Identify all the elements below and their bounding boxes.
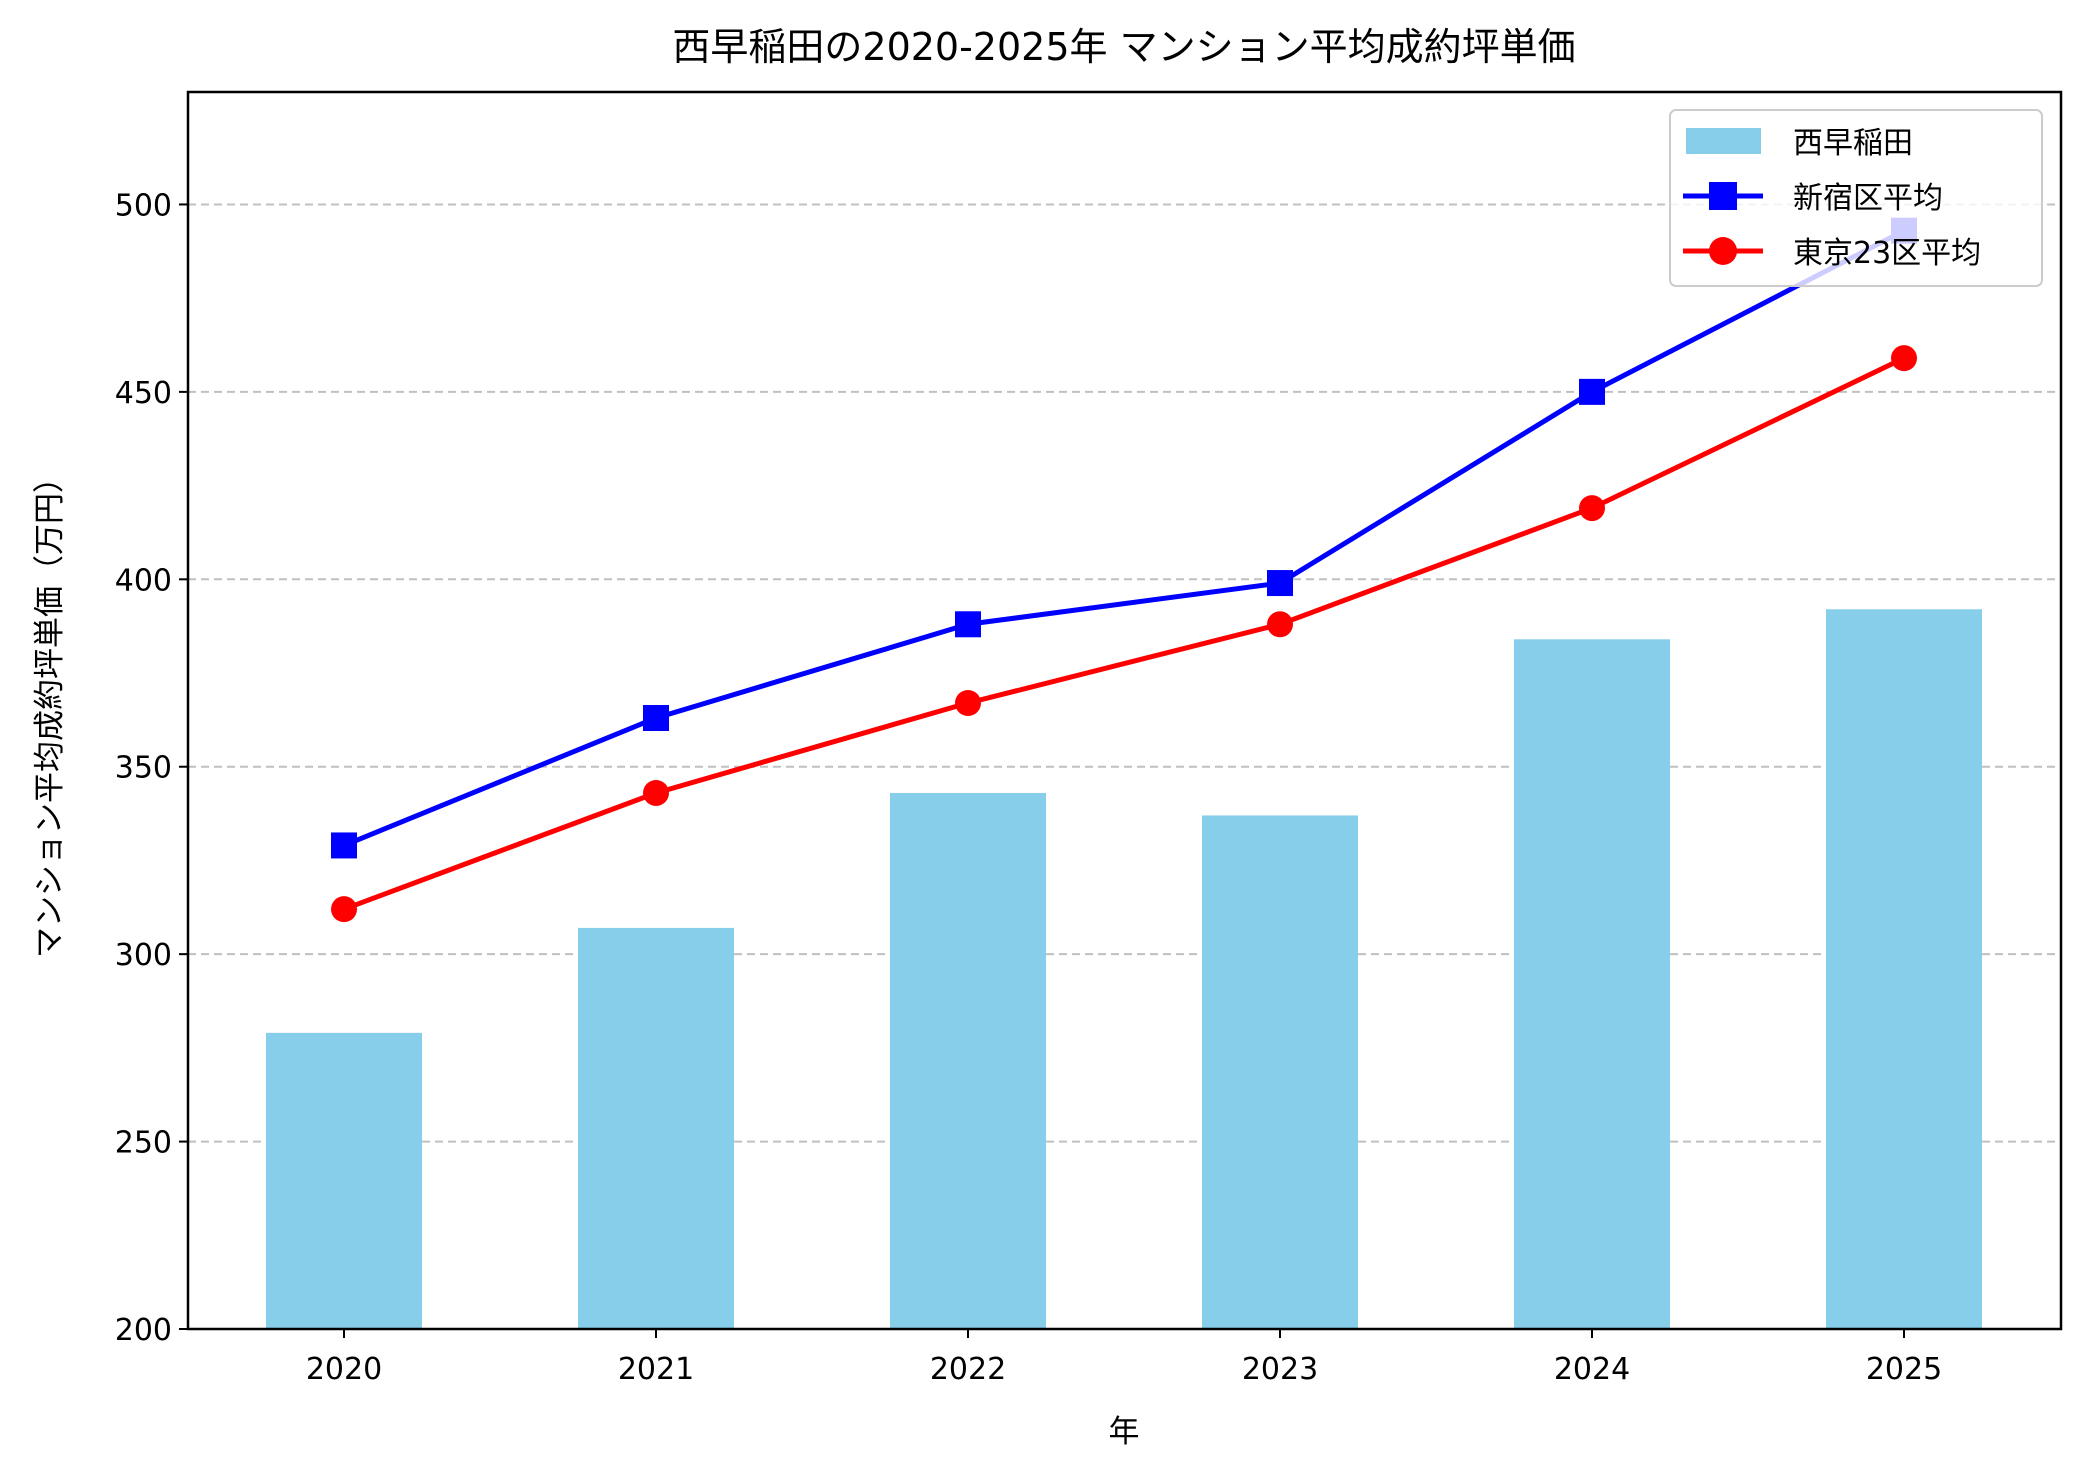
legend-marker-circle xyxy=(1709,237,1737,265)
lines xyxy=(331,217,1917,923)
y-tick-label: 250 xyxy=(115,1126,172,1161)
y-tick-label: 400 xyxy=(115,563,172,598)
series-line-2 xyxy=(343,355,1906,912)
x-tick-label: 2021 xyxy=(618,1352,694,1387)
point-circle xyxy=(331,896,357,923)
y-axis: 200 250 300 350 400 450 500 xyxy=(115,188,188,1348)
bars xyxy=(266,609,1982,1329)
x-tick-label: 2024 xyxy=(1554,1352,1630,1387)
legend-label-2: 東京23区平均 xyxy=(1793,236,1981,271)
bar xyxy=(266,1032,422,1329)
x-axis-label: 年 xyxy=(1109,1414,1140,1450)
y-tick-label: 350 xyxy=(115,751,172,786)
legend-marker-square xyxy=(1709,182,1737,210)
x-tick-label: 2025 xyxy=(1866,1352,1942,1387)
x-tick-label: 2023 xyxy=(1242,1352,1318,1387)
x-axis: 2020 2021 2022 2023 2024 2025 xyxy=(306,1329,1942,1387)
bar xyxy=(1202,815,1358,1329)
x-tick-label: 2020 xyxy=(306,1352,382,1387)
grid xyxy=(188,203,2061,1143)
legend-label-0: 西早稲田 xyxy=(1793,126,1913,161)
legend-box xyxy=(1669,109,2043,287)
point-circle xyxy=(1891,345,1917,372)
y-tick-label: 500 xyxy=(115,188,172,223)
series-line-1 xyxy=(343,228,1906,848)
legend-swatch-bar xyxy=(1686,128,1761,154)
point-circle xyxy=(1579,495,1605,522)
y-tick-label: 200 xyxy=(115,1313,172,1348)
point-square xyxy=(1267,570,1293,597)
point-square xyxy=(955,611,981,638)
bar xyxy=(578,927,734,1329)
y-tick-label: 300 xyxy=(115,938,172,973)
bar xyxy=(1514,639,1670,1329)
bar xyxy=(1826,609,1982,1329)
point-circle xyxy=(1267,611,1293,638)
x-tick-label: 2022 xyxy=(930,1352,1006,1387)
point-square xyxy=(643,704,669,731)
point-circle xyxy=(643,779,669,806)
y-tick-label: 450 xyxy=(115,376,172,411)
bar xyxy=(890,792,1046,1329)
legend: 西早稲田 新宿区平均 東京23区平均 xyxy=(1669,109,2043,287)
plot-frame xyxy=(186,90,2063,1331)
point-square xyxy=(331,832,357,859)
legend-label-1: 新宿区平均 xyxy=(1793,181,1943,216)
chart-title: 西早稲田の2020-2025年 マンション平均成約坪単価 xyxy=(672,25,1575,69)
point-circle xyxy=(955,690,981,717)
point-square xyxy=(1579,378,1605,405)
y-axis-label: マンション平均成約坪単価（万円） xyxy=(32,462,68,958)
